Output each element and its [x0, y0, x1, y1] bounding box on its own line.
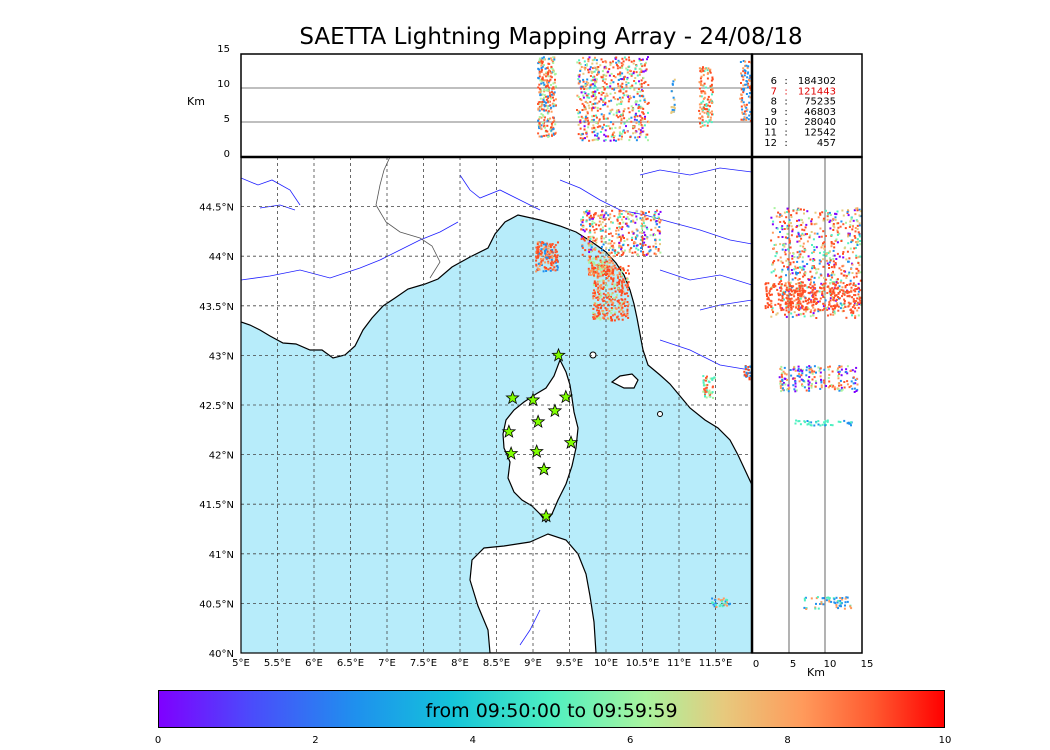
colorbar-tick-label: 2 — [312, 735, 318, 746]
station-marker — [505, 390, 520, 405]
altitude-tick-labels: 15 10 5 0 — [217, 44, 230, 160]
lon-tick-label: 5°E — [232, 658, 250, 669]
count-hour: 6 — [771, 76, 777, 87]
latitude-tick-labels: 44.5°N 44°N 43.5°N 43°N 42.5°N 42°N 41.5°N 41°N… — [199, 203, 234, 660]
lon-tick-label: 11.5°E — [699, 658, 733, 669]
colorbar-tick-label: 0 — [155, 735, 161, 746]
lat-tick-label: 44°N — [209, 252, 234, 263]
lat-tick-label: 42°N — [209, 451, 234, 462]
lon-tick-label: 10°E — [594, 658, 618, 669]
count-value: 28040 — [804, 117, 836, 128]
lightning-sources-altitude — [537, 56, 752, 142]
lon-tick-label: 7°E — [378, 658, 396, 669]
count-sep: : — [784, 138, 787, 149]
rivers — [241, 167, 752, 646]
lat-tick-label: 41.5°N — [199, 500, 234, 511]
side-tick-label: 5 — [790, 659, 796, 670]
borders — [375, 157, 441, 279]
count-value: 46803 — [804, 107, 836, 118]
station-marker — [501, 424, 517, 438]
lon-tick-label: 10.5°E — [626, 658, 660, 669]
side-panel — [751, 156, 863, 654]
station-marker — [551, 347, 566, 362]
lat-tick-label: 43.5°N — [199, 302, 234, 313]
counts-panel: 6:1843027:1214438:752359:4680310:2804011… — [751, 53, 863, 158]
station-marker — [547, 403, 563, 418]
side-tick-label: 15 — [861, 659, 874, 670]
side-tick-labels: 0 5 10 15 — [753, 659, 874, 670]
count-sep: : — [784, 107, 787, 118]
altitude-tick-label: 0 — [224, 149, 230, 160]
longitude-tick-labels: 5°E 5.5°E 6°E 6.5°E 7°E 7.5°E 8°E 8.5°E 9°E 9.5°E… — [232, 658, 732, 669]
station-markers — [501, 347, 579, 523]
lon-tick-label: 9°E — [524, 658, 542, 669]
figure-title: SAETTA Lightning Mapping Array - 24/08/1… — [299, 24, 803, 50]
corsica-island — [502, 358, 579, 523]
giglio-island — [657, 411, 663, 417]
count-value: 121443 — [798, 86, 836, 97]
station-marker — [525, 392, 541, 407]
altitude-tick-label: 15 — [217, 44, 230, 55]
count-sep: : — [784, 86, 787, 97]
map-panel — [241, 157, 752, 653]
colorbar-tick-labels: 0 2 4 6 8 10 — [155, 735, 952, 746]
station-marker — [536, 461, 552, 476]
lightning-sources-side — [764, 207, 862, 610]
lat-tick-label: 44.5°N — [199, 203, 234, 214]
count-hour: 9 — [771, 107, 777, 118]
count-hour: 11 — [764, 128, 777, 139]
count-sep: : — [784, 76, 787, 87]
count-value: 75235 — [804, 97, 836, 108]
count-sep: : — [784, 117, 787, 128]
lon-tick-label: 9.5°E — [556, 658, 583, 669]
count-sep: : — [784, 97, 787, 108]
lon-tick-label: 6.5°E — [337, 658, 364, 669]
colorbar-tick-label: 4 — [470, 735, 476, 746]
station-marker — [538, 508, 554, 523]
elba-island — [610, 373, 639, 389]
station-marker — [503, 445, 519, 460]
altitude-tick-label: 5 — [224, 114, 230, 125]
lat-tick-label: 42.5°N — [199, 401, 234, 412]
lightning-sources-map — [535, 209, 752, 608]
lat-tick-label: 40°N — [209, 649, 234, 660]
time-range-text: from 09:50:00 to 09:59:59 — [425, 700, 678, 722]
altitude-panel — [240, 53, 753, 158]
side-tick-label: 10 — [824, 659, 837, 670]
colorbar: from 09:50:00 to 09:59:59 — [158, 690, 945, 728]
lon-tick-label: 5.5°E — [264, 658, 291, 669]
lat-tick-label: 43°N — [209, 351, 234, 362]
lon-tick-label: 8.5°E — [483, 658, 510, 669]
lat-tick-label: 40.5°N — [199, 599, 234, 610]
side-tick-label: 0 — [753, 659, 759, 670]
count-hour: 10 — [764, 117, 777, 128]
lon-tick-label: 8°E — [451, 658, 469, 669]
station-marker — [558, 389, 574, 404]
graticule — [241, 157, 752, 653]
count-value: 12542 — [804, 128, 836, 139]
count-hour: 8 — [771, 97, 777, 108]
side-axis-label: Km — [807, 666, 825, 679]
count-hour: 7 — [771, 86, 777, 97]
colorbar-tick-label: 10 — [939, 735, 952, 746]
colorbar-tick-label: 6 — [627, 735, 633, 746]
lon-tick-label: 11°E — [667, 658, 691, 669]
count-value: 457 — [817, 138, 836, 149]
station-marker — [529, 443, 544, 458]
hourly-counts: 6:1843027:1214438:752359:4680310:2804011… — [764, 76, 836, 149]
count-sep: : — [784, 128, 787, 139]
altitude-axis-label: Km — [187, 95, 205, 108]
count-value: 184302 — [798, 76, 836, 87]
lat-tick-label: 41°N — [209, 550, 234, 561]
station-marker — [530, 414, 546, 429]
count-hour: 12 — [764, 138, 777, 149]
colorbar-tick-label: 8 — [784, 735, 790, 746]
altitude-tick-label: 10 — [217, 79, 230, 90]
lon-tick-label: 6°E — [305, 658, 323, 669]
station-marker — [563, 435, 579, 449]
lon-tick-label: 7.5°E — [410, 658, 437, 669]
